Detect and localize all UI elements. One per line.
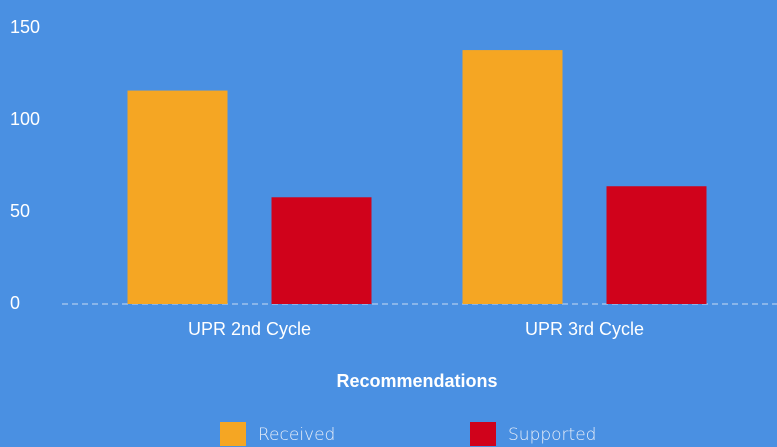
bar [271,197,372,304]
y-tick-label: 100 [10,109,40,129]
legend-swatch [220,422,246,446]
x-tick-label: UPR 3rd Cycle [525,319,644,339]
legend-label: Received [258,425,335,445]
x-axis-title: Recommendations [336,371,497,391]
y-tick-label: 150 [10,17,40,37]
x-tick-label: UPR 2nd Cycle [188,319,311,339]
y-tick-label: 0 [10,293,20,313]
legend-swatch [470,422,496,446]
bar [462,50,563,304]
bar [606,186,707,304]
y-tick-label: 50 [10,201,30,221]
bar [127,90,228,304]
legend-label: Supported [508,425,596,445]
